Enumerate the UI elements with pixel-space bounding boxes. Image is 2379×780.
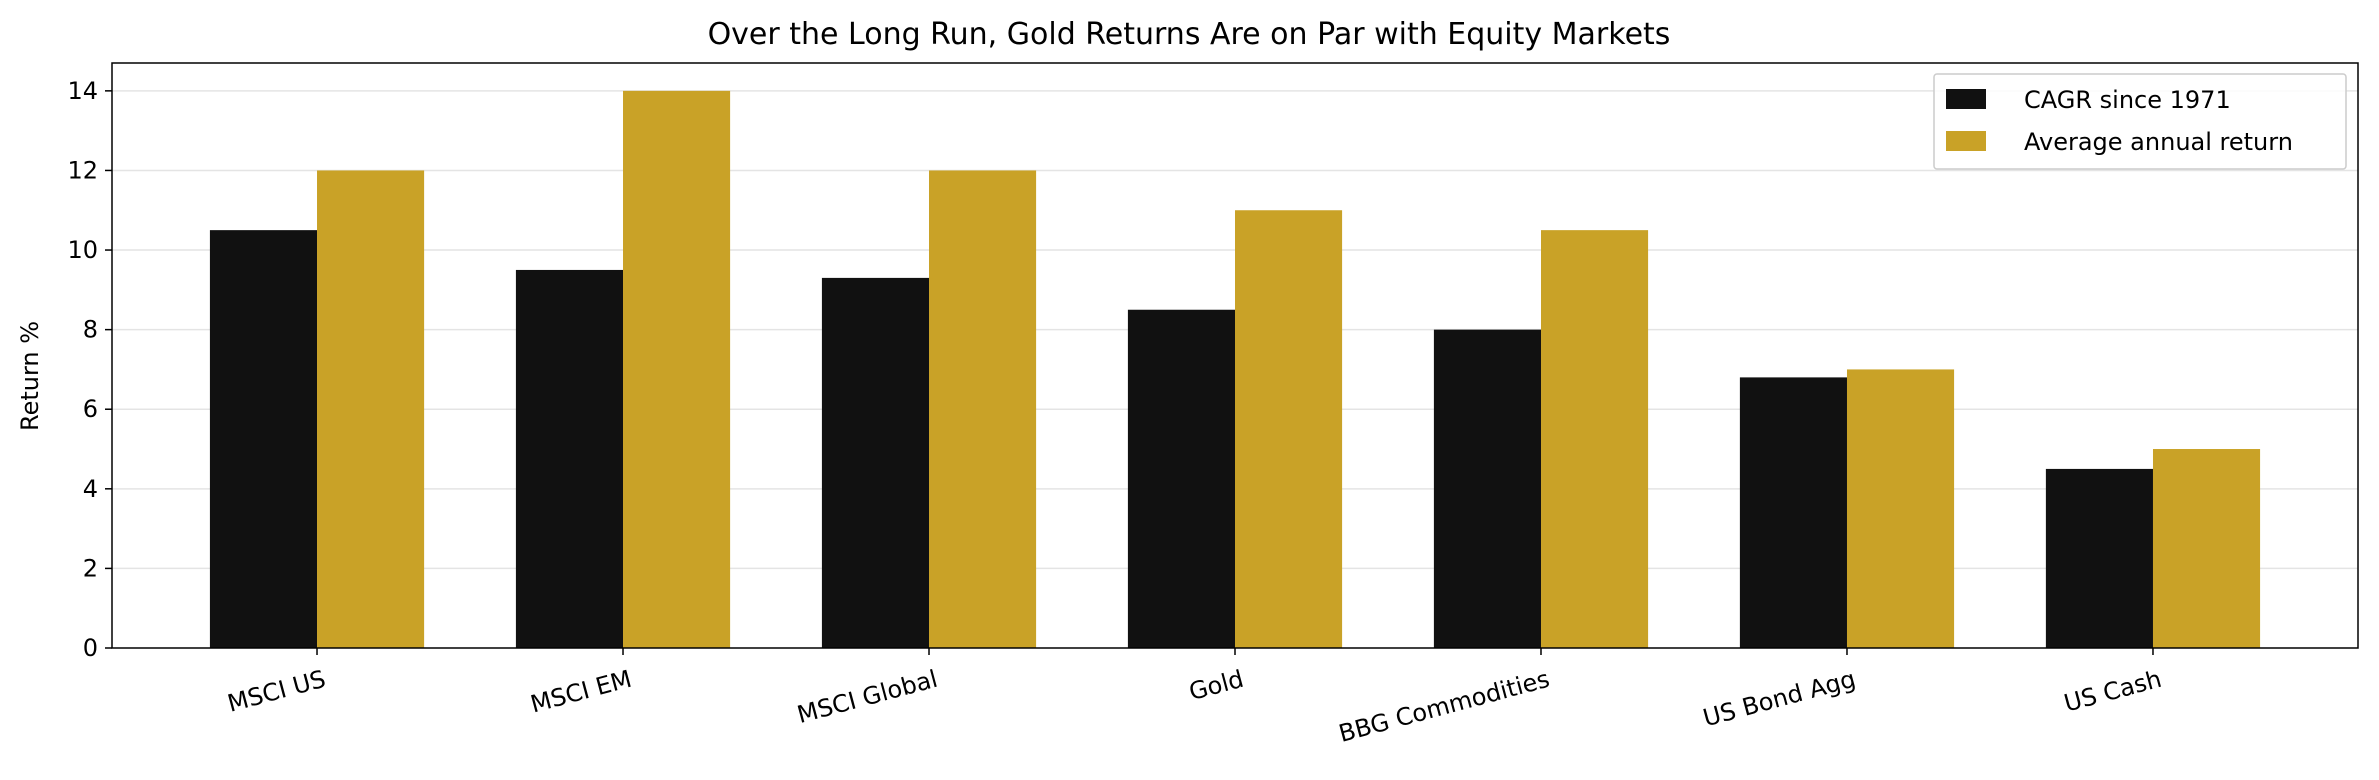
x-axis-ticks: MSCI US MSCI EM MSCI Global Gold BBG Commodi… [225, 648, 2165, 748]
x-tick-label: Gold [1186, 665, 1247, 706]
bar-cagr-5 [1739, 377, 1847, 648]
bar-cagr-3 [1127, 309, 1235, 648]
bar-cagr-2 [821, 277, 930, 648]
bar-cagr-0 [209, 230, 318, 648]
y-tick-label: 8 [83, 316, 98, 344]
y-tick-label: 12 [67, 156, 98, 184]
x-tick-label: MSCI US [225, 665, 329, 718]
bar-average-0 [317, 170, 425, 648]
y-tick-label: 6 [83, 395, 98, 423]
x-tick-label: BBG Commodities [1336, 665, 1553, 748]
bar-average-4 [1540, 230, 1649, 648]
legend-label-cagr: CAGR since 1971 [2024, 86, 2231, 114]
bar-average-1 [623, 90, 731, 649]
y-tick-label: 2 [83, 554, 98, 582]
x-tick-label: US Cash [2061, 665, 2164, 718]
legend-swatch-cagr [1946, 89, 1986, 109]
y-tick-label: 14 [67, 77, 98, 105]
chart-title: Over the Long Run, Gold Returns Are on P… [708, 17, 1671, 52]
bar-average-6 [2152, 449, 2261, 648]
legend-label-average: Average annual return [2024, 128, 2293, 156]
y-tick-label: 0 [83, 634, 98, 662]
bar-average-5 [1846, 369, 1955, 648]
x-tick-label: US Bond Agg [1700, 665, 1858, 733]
x-tick-label: MSCI EM [528, 665, 635, 719]
legend-box [1933, 73, 2347, 170]
bars [209, 90, 2261, 649]
bar-cagr-1 [515, 269, 624, 648]
y-axis-label: Return % [16, 321, 44, 431]
bar-cagr-4 [1433, 329, 1541, 648]
legend-swatch-average [1946, 131, 1986, 151]
bar-average-3 [1235, 210, 1343, 648]
x-tick-label: MSCI Global [794, 665, 940, 729]
bar-average-2 [929, 170, 1037, 648]
bar-cagr-6 [2045, 468, 2153, 648]
y-axis-ticks: 0 2 4 6 8 10 12 14 [67, 77, 112, 662]
legend: CAGR since 1971 Average annual return [1933, 73, 2347, 170]
y-tick-label: 4 [83, 475, 98, 503]
y-tick-label: 10 [67, 236, 98, 264]
